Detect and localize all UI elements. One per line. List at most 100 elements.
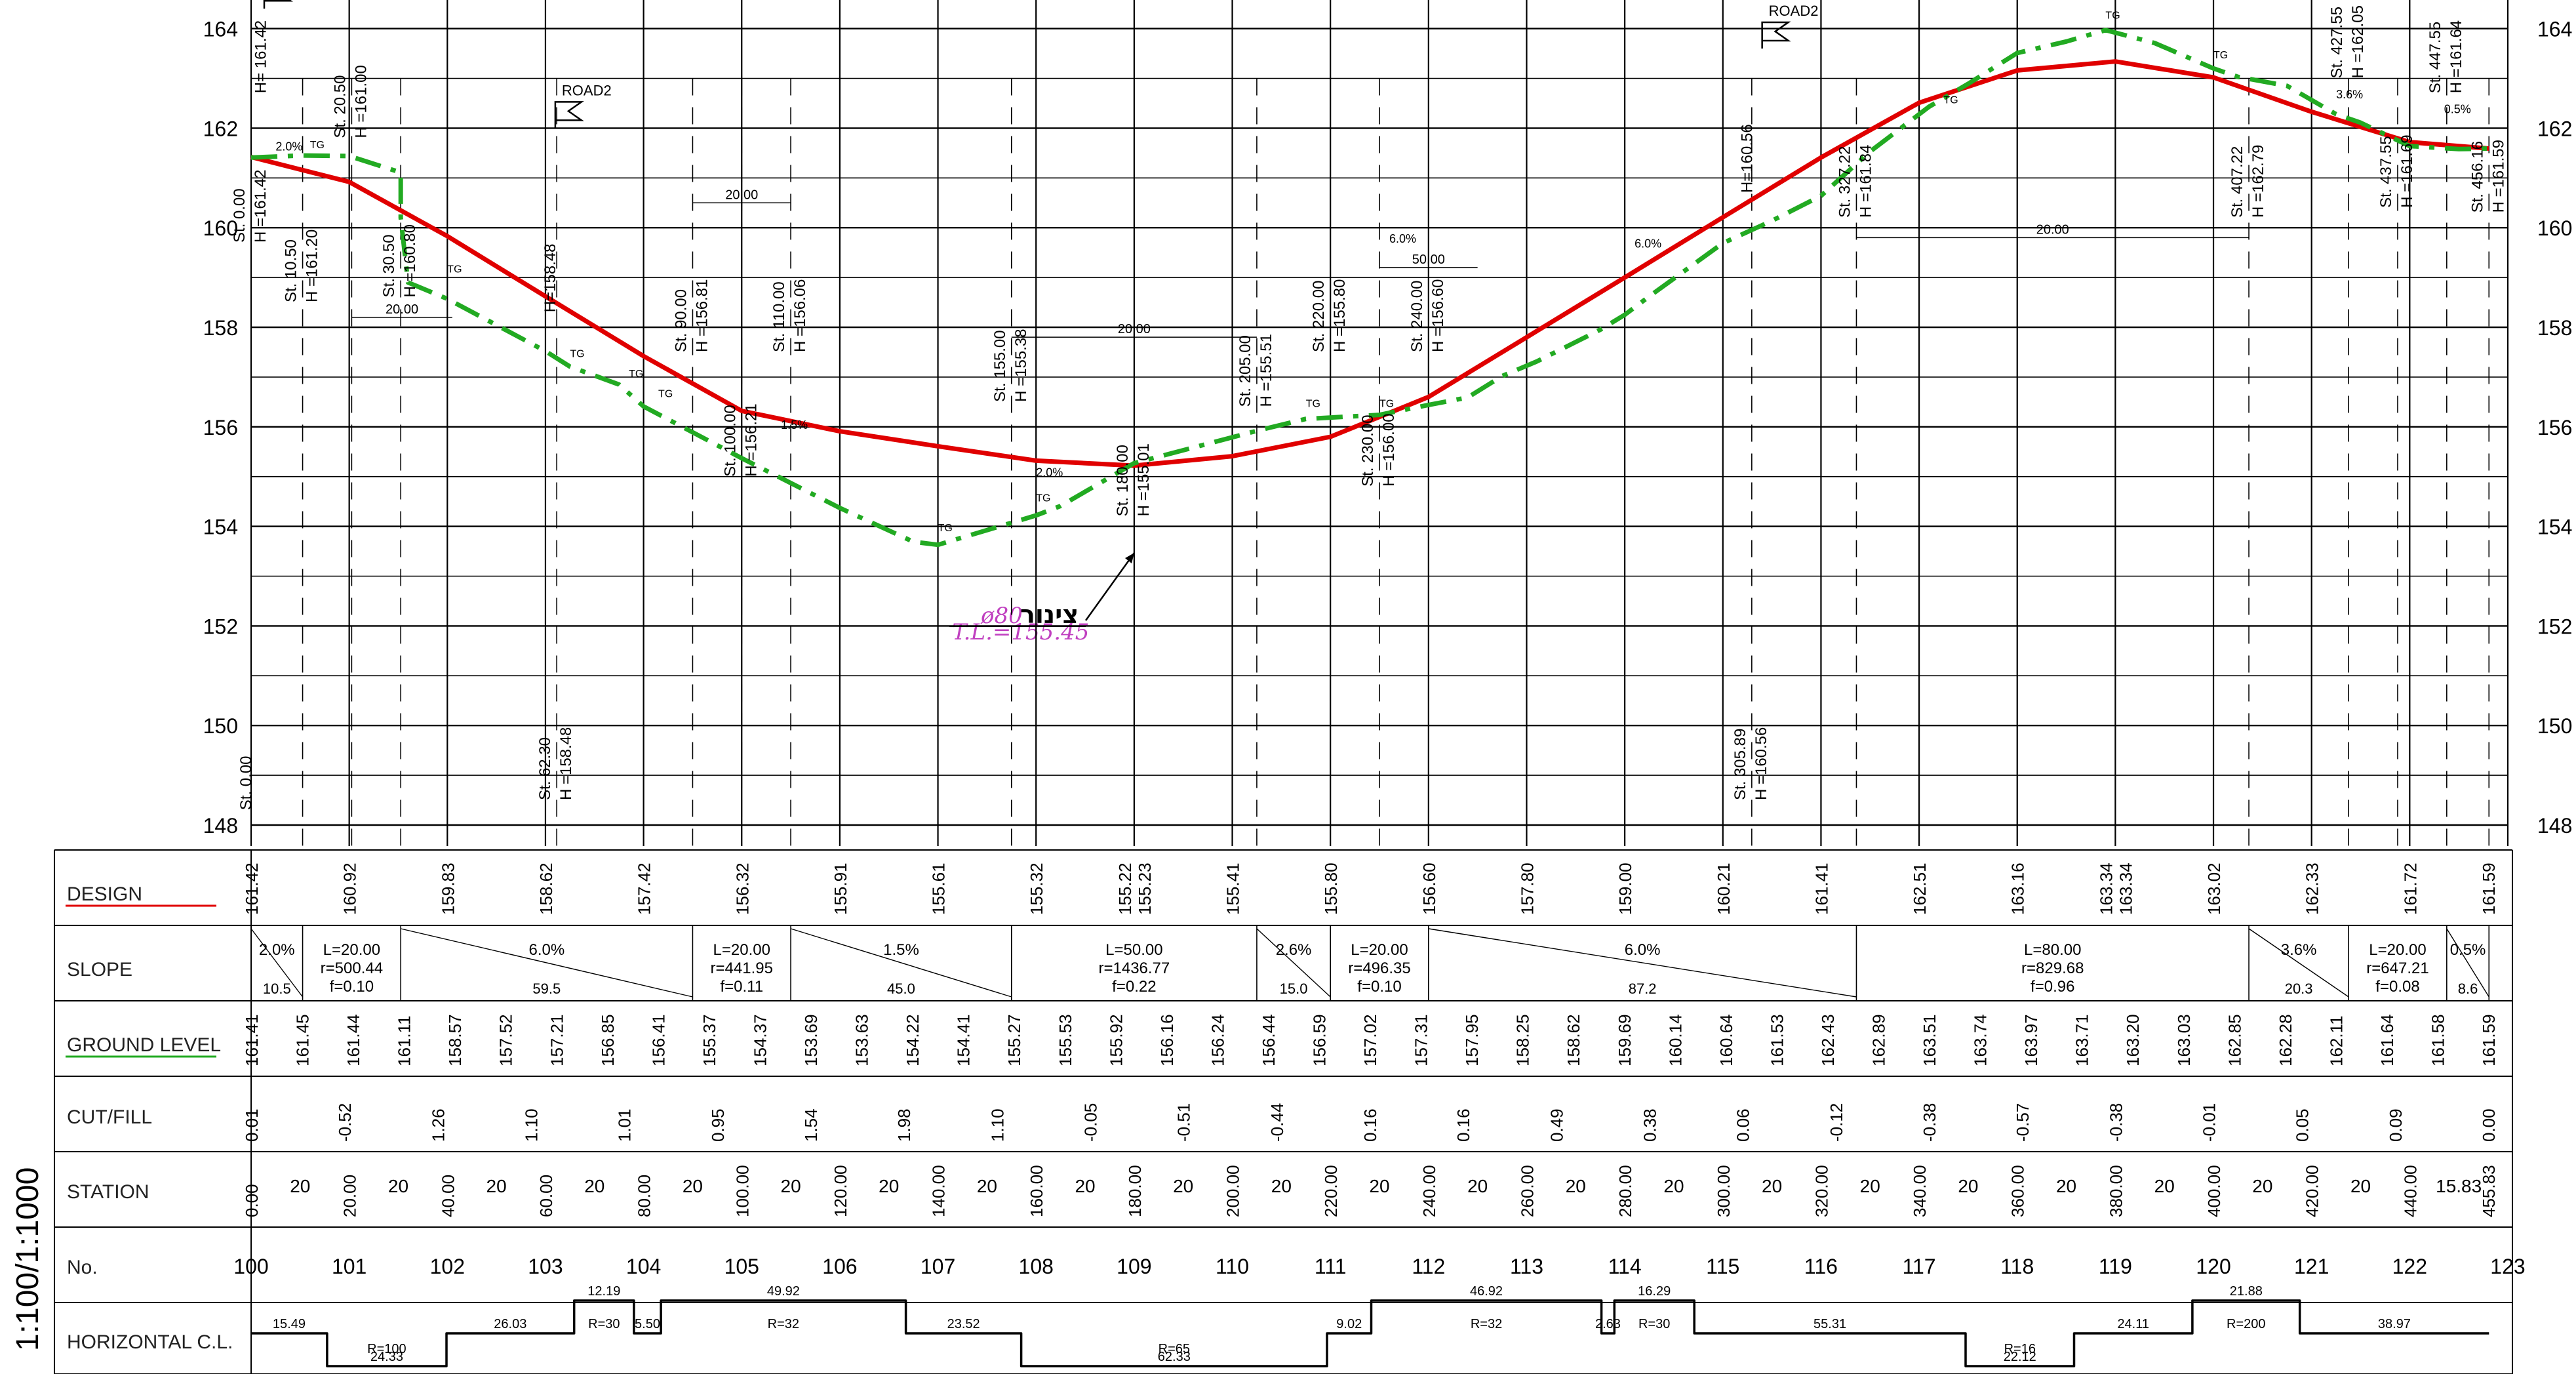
ground-value: 162.85 (2225, 1014, 2244, 1066)
ground-value: 162.28 (2276, 1014, 2295, 1066)
station-callout-h: H =158.48 (557, 727, 575, 800)
station-interval: 20 (2350, 1176, 2371, 1196)
design-profile-line (250, 59, 2489, 468)
hcl-radius: R=16 (2004, 1342, 2036, 1356)
slope-mark: 6.0% (1635, 237, 1661, 251)
station-interval: 20 (781, 1176, 801, 1196)
slope-mark: 1.5% (781, 418, 808, 432)
tg-marker: TG (1036, 493, 1050, 504)
design-value: 155.23 (1135, 862, 1155, 915)
ground-value: 161.45 (293, 1014, 313, 1066)
tg-marker: TG (447, 264, 462, 275)
station-interval: 20 (290, 1176, 310, 1196)
slope-cell-text: r=496.35 (1348, 960, 1410, 977)
slope-cell-text: f=0.22 (1112, 978, 1156, 996)
station-interval: 20 (388, 1176, 408, 1196)
ground-value: 161.41 (242, 1014, 262, 1066)
ground-value: 158.25 (1513, 1014, 1533, 1066)
pipe-diameter: ø80 (980, 603, 1023, 629)
hcl-radius: R=65 (1159, 1342, 1190, 1356)
ground-value: 155.92 (1106, 1014, 1126, 1066)
station-callout-st: St. 230.00 (1359, 414, 1377, 486)
station-value: 340.00 (1910, 1165, 1930, 1217)
tg-marker: TG (2213, 50, 2228, 61)
cutfill-value: 1.01 (615, 1108, 635, 1142)
ground-value: 163.97 (2021, 1014, 2041, 1066)
design-value: 155.80 (1321, 862, 1341, 915)
slope-cell-text: 8.6 (2458, 980, 2478, 997)
ground-value: 163.74 (1971, 1014, 1991, 1066)
cutfill-value: 0.49 (1547, 1108, 1566, 1142)
station-interval: 20 (977, 1176, 997, 1196)
station-callout-h: H =156.60 (1429, 279, 1447, 352)
station-interval: 20 (1467, 1176, 1488, 1196)
cutfill-value: 1.98 (894, 1108, 914, 1142)
elevation-tick-left: 150 (203, 714, 238, 738)
station-callout-h: H =155.51 (1258, 334, 1275, 407)
tg-marker: TG (310, 140, 325, 151)
vc-length: 20.00 (386, 302, 418, 317)
station-callout-st: St. 205.00 (1237, 335, 1254, 407)
station-callout-h: H =155.38 (1012, 329, 1030, 401)
hcl-length: 24.11 (2117, 1317, 2149, 1331)
extra-callout: St. 0.00 (237, 756, 255, 810)
extra-callout: H= 161.42 (252, 20, 269, 93)
cutfill-value: 0.38 (1640, 1108, 1660, 1142)
station-interval: 20 (2056, 1176, 2076, 1196)
station-callout-st: St. 240.00 (1408, 281, 1426, 352)
slope-cell-text: 10.5 (263, 980, 291, 997)
hcl-radius: R=32 (1471, 1317, 1502, 1331)
point-number: 102 (430, 1255, 465, 1278)
station-value: 260.00 (1517, 1165, 1537, 1217)
slope-mark: 0.5% (2444, 103, 2471, 116)
ground-value: 162.89 (1869, 1014, 1889, 1066)
cutfill-value: -0.52 (335, 1103, 355, 1142)
tg-marker: TG (2105, 10, 2120, 21)
station-callout-h: H =155.80 (1331, 279, 1349, 352)
slope-diagonal (401, 928, 693, 998)
slope-cell-text: 20.3 (2285, 980, 2313, 997)
station-value: 40.00 (438, 1175, 458, 1217)
hcl-line (251, 1299, 2489, 1367)
cutfill-value: 1.10 (522, 1108, 542, 1142)
station-callout-h: H =156.06 (791, 279, 809, 352)
station-value: 455.83 (2479, 1165, 2499, 1217)
vc-length: 20.00 (2036, 222, 2069, 237)
point-number: 120 (2196, 1255, 2230, 1278)
station-callout-st: St. 220.00 (1310, 281, 1328, 352)
road-flag-icon (1761, 21, 1791, 49)
slope-cell-text: f=0.08 (2375, 978, 2419, 996)
ground-value: 156.44 (1259, 1014, 1278, 1066)
station-callout-st: St. 407.22 (2229, 146, 2246, 218)
point-number: 116 (1804, 1255, 1838, 1278)
slope-cell-text: 6.0% (1625, 941, 1661, 959)
station-interval: 20 (1271, 1176, 1292, 1196)
elevation-tick-left: 160 (203, 216, 238, 240)
slope-cell-text: 2.0% (259, 941, 295, 959)
station-callout-h: H =156.81 (693, 279, 711, 352)
station-interval: 20 (879, 1176, 899, 1196)
ground-value: 159.69 (1615, 1014, 1635, 1066)
station-value: 180.00 (1125, 1165, 1145, 1217)
hcl-length: 55.31 (1813, 1317, 1846, 1331)
point-number: 104 (626, 1255, 661, 1278)
point-number: 107 (921, 1255, 955, 1278)
station-value: 320.00 (1812, 1165, 1831, 1217)
station-value: 200.00 (1223, 1165, 1243, 1217)
slope-cell-text: 1.5% (883, 941, 919, 959)
design-value: 157.42 (635, 862, 654, 915)
ground-value: 157.02 (1360, 1014, 1380, 1066)
point-number: 101 (332, 1255, 367, 1278)
station-interval: 20 (2154, 1176, 2175, 1196)
road-flag-icon (263, 0, 293, 9)
hcl-length: 24.33 (370, 1350, 403, 1364)
design-value: 155.91 (831, 862, 850, 915)
row-label-hcl: HORIZONTAL C.L. (67, 1331, 233, 1353)
elevation-tick-left: 154 (203, 515, 238, 539)
ground-value: 162.43 (1818, 1014, 1838, 1066)
pipe-label-hebrew: צינור (1020, 600, 1079, 629)
ground-value: 161.11 (395, 1015, 414, 1066)
pipe-arrow-head-icon (1125, 553, 1134, 563)
point-number: 114 (1608, 1255, 1642, 1278)
design-value: 155.61 (929, 862, 949, 915)
